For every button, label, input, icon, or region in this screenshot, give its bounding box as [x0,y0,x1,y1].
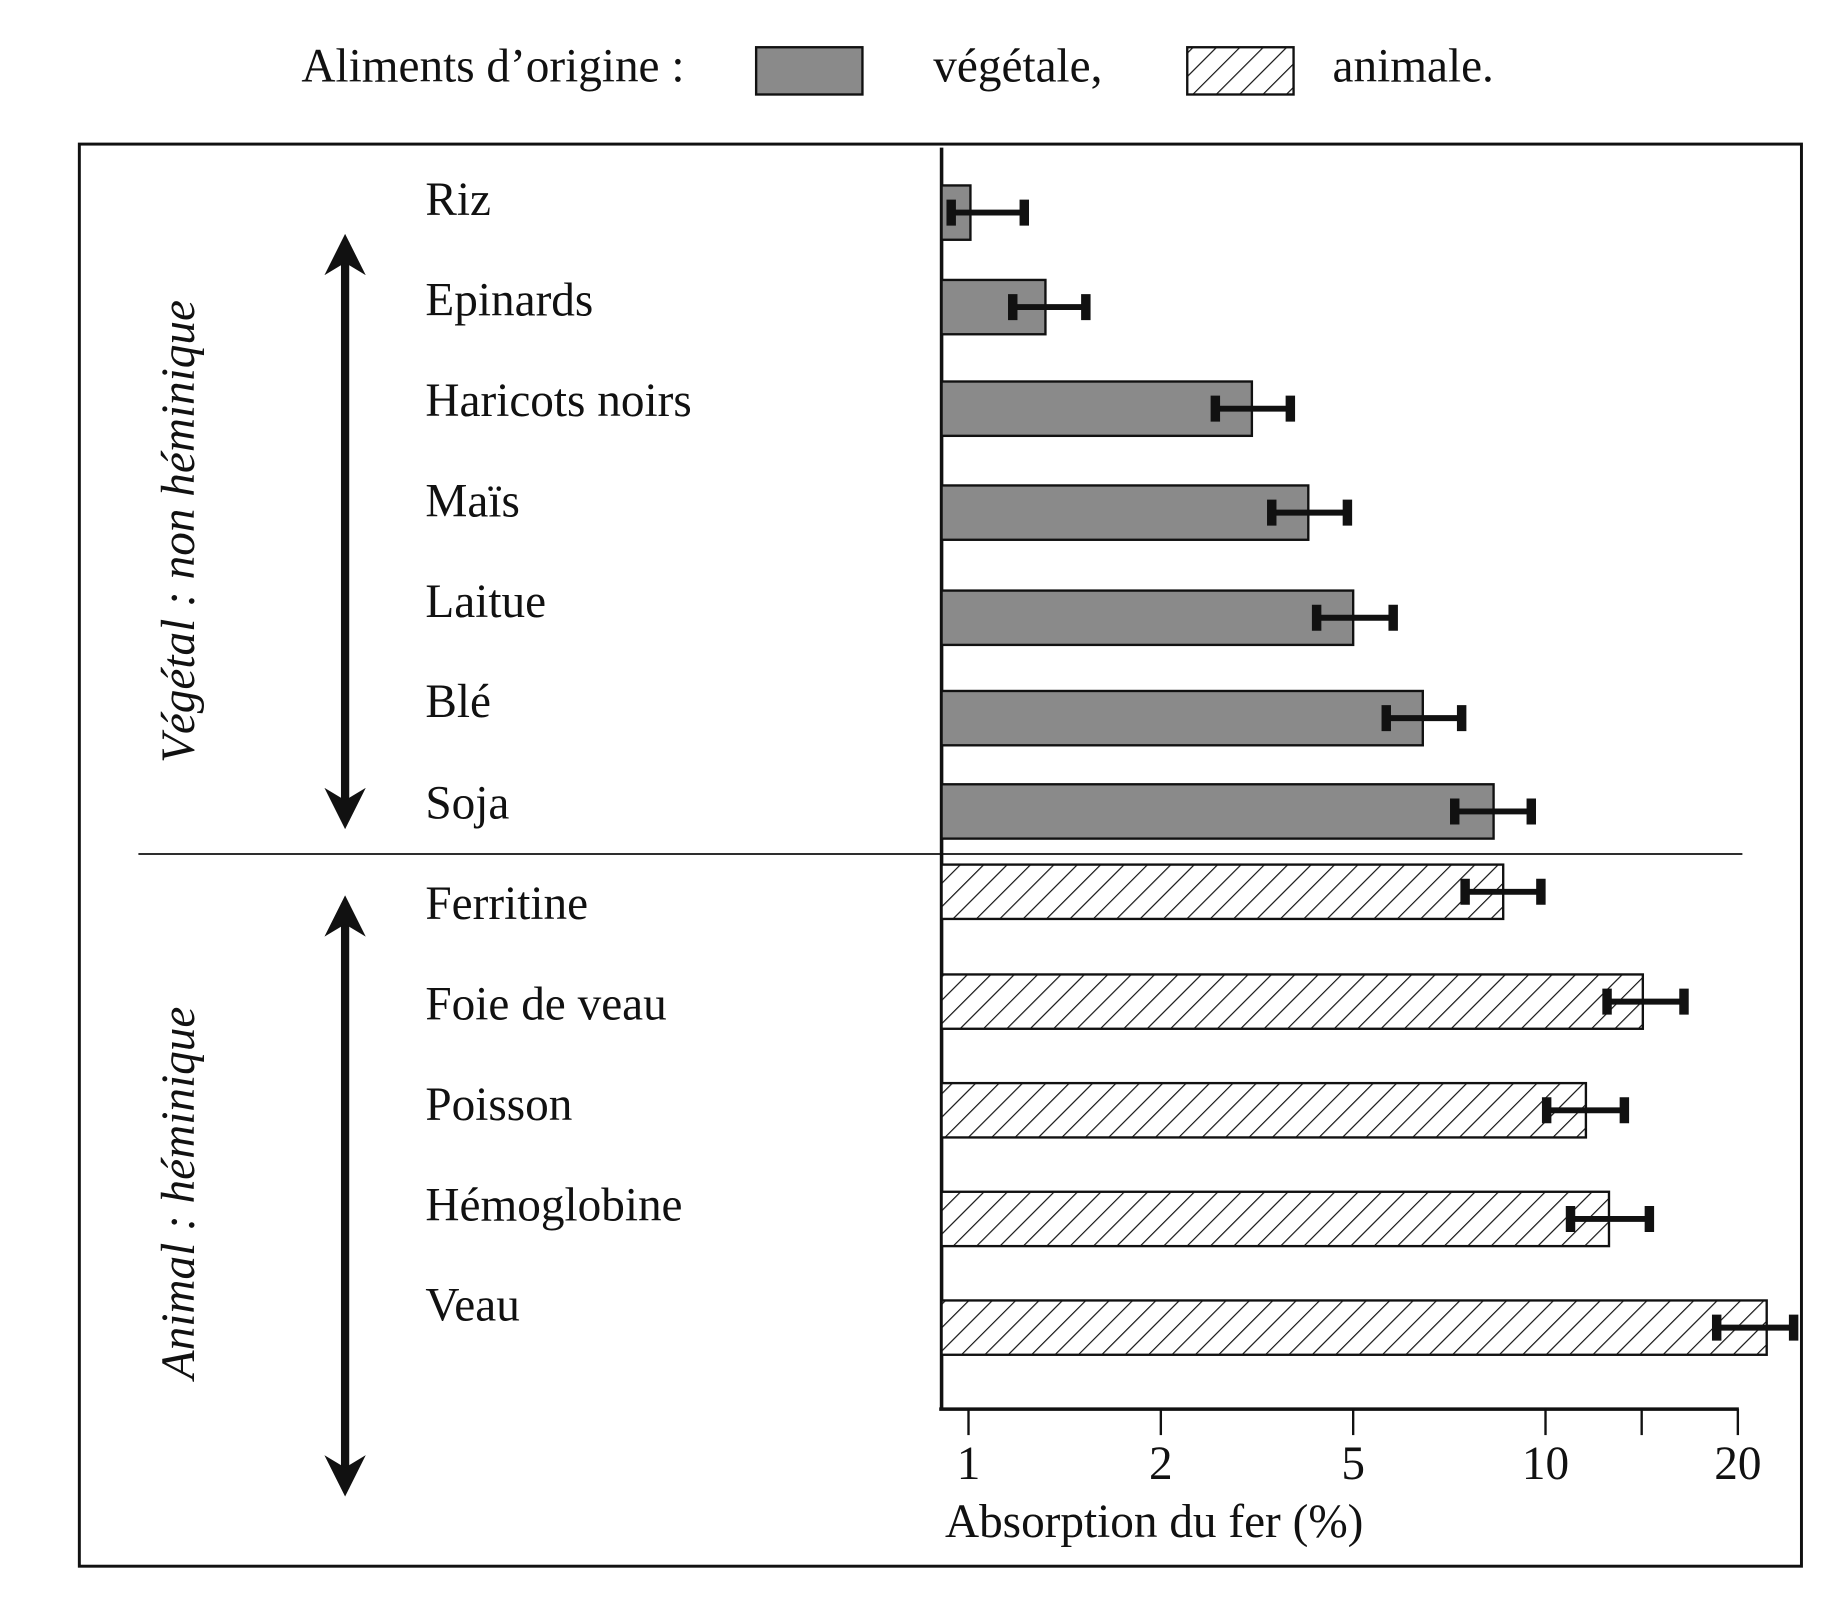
bar [940,589,1355,647]
category-label: Soja [425,778,509,830]
x-tick-label: 20 [1714,1438,1761,1490]
error-bar [1311,604,1398,631]
category-label: Haricots noirs [425,375,691,427]
category-label: Riz [425,174,491,226]
error-bar [1008,294,1091,321]
group-label: Animal : héminique [153,1007,205,1383]
bar [940,1081,1588,1139]
error-bar [1460,878,1546,905]
category-label: Veau [425,1280,519,1332]
x-tick-label: 5 [1341,1438,1365,1490]
error-bar [1602,988,1689,1015]
x-tick-label: 2 [1149,1438,1173,1490]
category-label: Poisson [425,1079,572,1131]
category-label: Epinards [425,275,593,327]
bar [940,973,1645,1030]
x-axis-label: Absorption du fer (%) [945,1496,1363,1548]
group-label: Végétal : non héminique [153,300,205,763]
legend-swatch [754,46,864,96]
bar [940,689,1424,747]
x-tick-label: 1 [957,1438,981,1490]
error-bar [1210,395,1296,422]
category-label: Foie de veau [425,979,666,1031]
legend-label: végétale, [933,41,1102,93]
category-label: Maïs [425,475,519,527]
error-bar [1711,1314,1799,1341]
x-tick-label: 10 [1522,1438,1569,1490]
error-bar [1381,705,1467,732]
bar [940,863,1505,921]
category-label: Laitue [425,576,546,628]
category-label: Ferritine [425,878,588,930]
legend-label: animale. [1333,41,1494,93]
category-label: Hémoglobine [425,1179,682,1231]
error-bar [1267,499,1353,526]
bar [940,1190,1611,1248]
bar [940,783,1495,840]
legend-title: Aliments d’origine : [301,41,684,93]
frame [77,142,1803,1568]
bar [940,1299,1768,1356]
error-bar [1541,1097,1630,1124]
legend-swatch [1186,46,1295,96]
bar [940,380,1254,438]
error-bar [946,199,1030,226]
category-label: Blé [425,676,491,728]
bar [940,484,1310,541]
error-bar [1565,1205,1655,1232]
error-bar [1450,798,1537,825]
